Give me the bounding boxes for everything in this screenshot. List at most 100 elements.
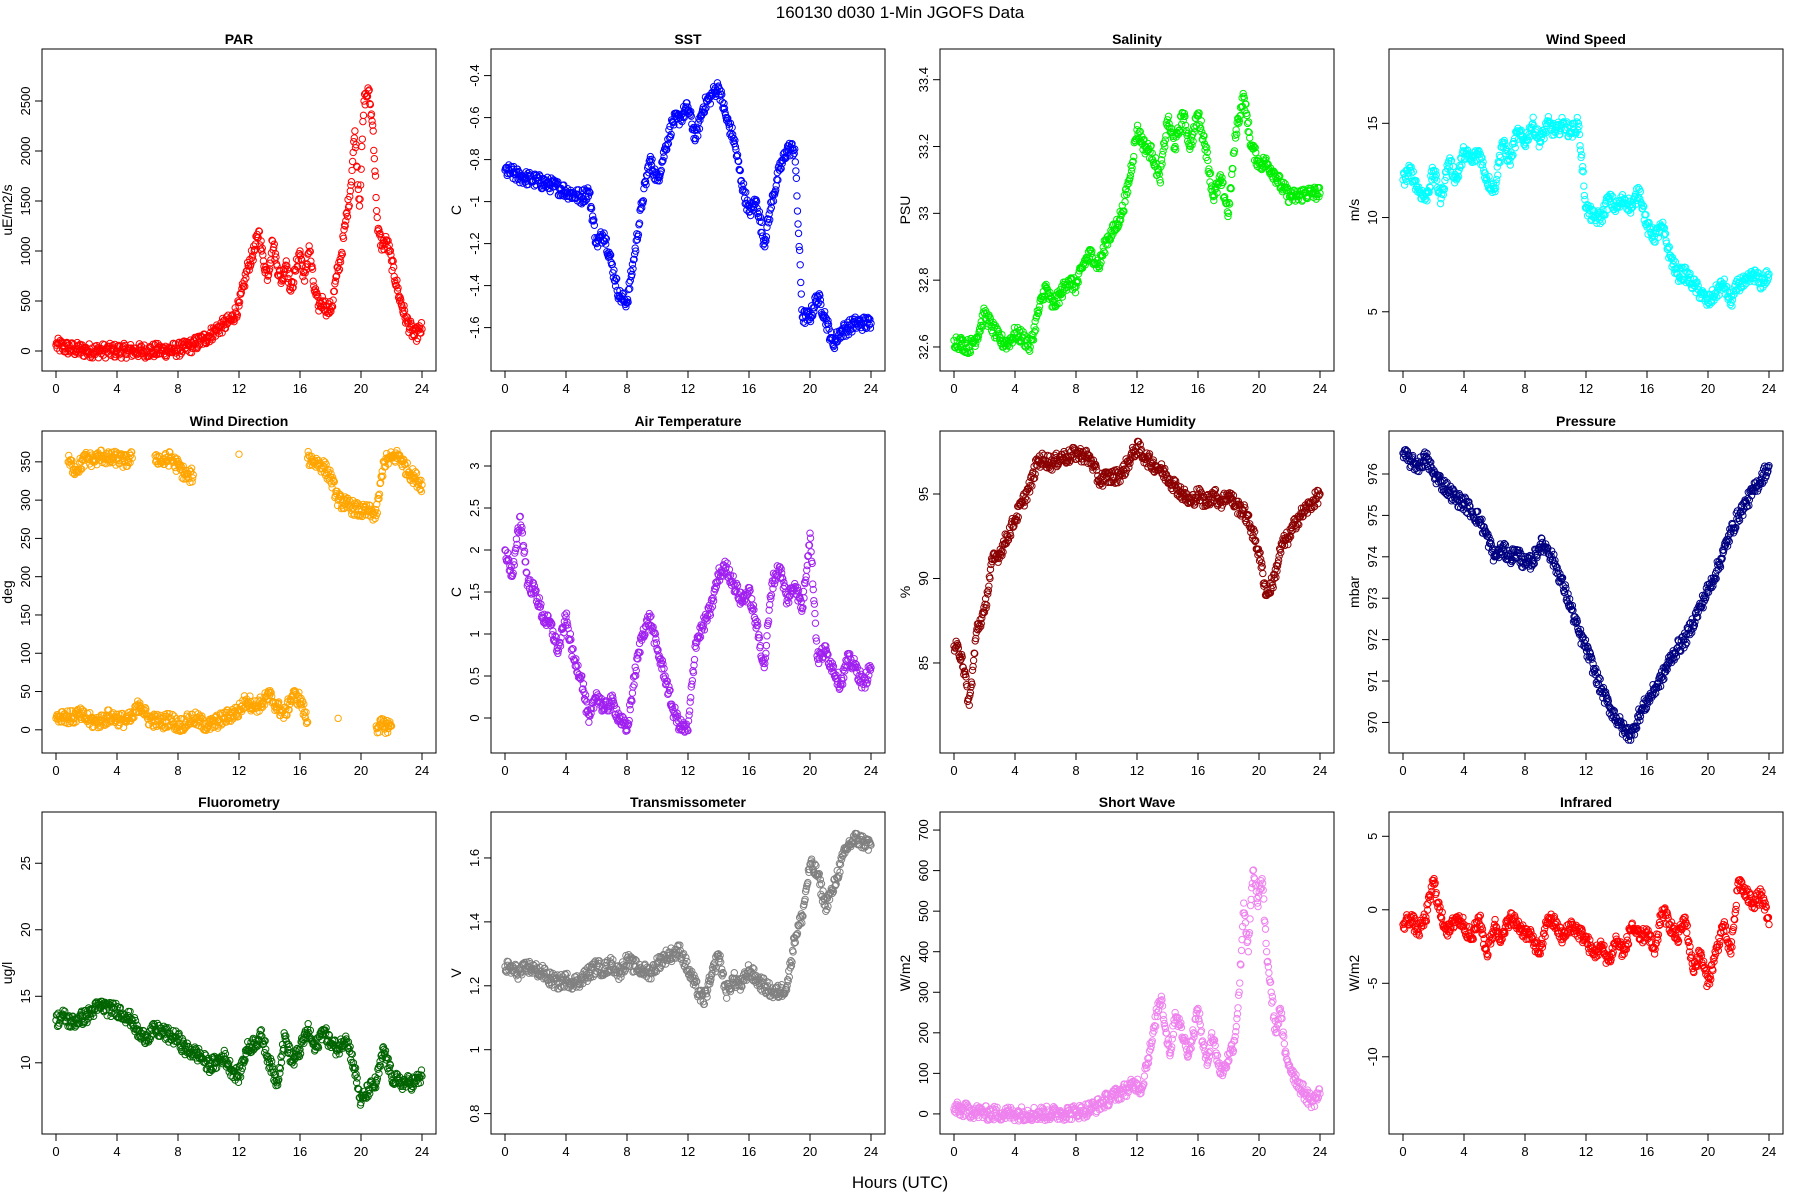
data-point (343, 208, 351, 217)
y-tick-label: -1.2 (467, 232, 482, 254)
panel-title: SST (674, 31, 702, 47)
x-tick-label: 12 (1130, 763, 1144, 778)
data-point (304, 249, 313, 257)
x-tick-label: 8 (174, 763, 181, 778)
y-tick-label: 15 (1365, 116, 1380, 130)
y-tick-label: -1.6 (467, 316, 482, 338)
x-tick-label: 4 (1011, 381, 1018, 396)
x-tick-label: 20 (1701, 381, 1715, 396)
data-point (279, 276, 287, 284)
data-point (330, 287, 339, 296)
y-tick-label: 0 (18, 726, 33, 733)
data-point (358, 135, 367, 143)
data-point (268, 236, 276, 245)
data-point (295, 249, 304, 258)
y-tick-label: 33.2 (916, 134, 931, 159)
data-point (796, 261, 804, 269)
data-point (985, 582, 993, 590)
data-point (1494, 171, 1502, 179)
x-tick-label: 0 (501, 381, 508, 396)
data-point (355, 202, 364, 210)
data-point (356, 195, 364, 203)
data-point (292, 266, 300, 275)
y-tick-label: 95 (916, 487, 931, 501)
x-tick-label: 4 (1011, 763, 1018, 778)
x-tick-label: 4 (562, 763, 569, 778)
x-tick-label: 20 (354, 763, 368, 778)
data-point (368, 117, 376, 125)
x-tick-label: 16 (742, 763, 756, 778)
data-point (357, 165, 365, 173)
data-point (792, 174, 801, 183)
data-point (319, 301, 328, 310)
data-point (626, 705, 634, 714)
data-point (300, 277, 309, 285)
y-tick-label: 10 (1365, 210, 1380, 224)
data-point (265, 265, 274, 273)
series-main (501, 79, 875, 353)
x-tick-label: 16 (742, 381, 756, 396)
x-tick-label: 8 (1072, 381, 1079, 396)
y-tick-label: 300 (18, 489, 33, 511)
x-tick-label: 12 (1579, 381, 1593, 396)
data-point (247, 246, 256, 255)
data-point (372, 193, 380, 202)
panel-title: Salinity (1112, 31, 1162, 47)
y-tick-label: -0.6 (467, 106, 482, 128)
data-point (372, 206, 381, 215)
data-point (354, 181, 362, 189)
data-point (251, 240, 260, 248)
data-point (217, 323, 226, 332)
data-point (811, 619, 820, 627)
plot-frame (41, 48, 437, 372)
data-point (209, 332, 217, 340)
data-point (255, 227, 264, 236)
data-point (289, 283, 297, 292)
data-point (763, 632, 771, 640)
data-point (358, 142, 366, 151)
data-point (306, 247, 314, 256)
x-tick-label: 16 (1191, 381, 1205, 396)
data-point (369, 127, 377, 135)
data-point (319, 297, 327, 305)
x-tick-label: 12 (681, 381, 695, 396)
x-tick-label: 24 (864, 381, 878, 396)
data-point (329, 296, 337, 304)
y-tick-label: 150 (18, 604, 33, 626)
data-point (298, 256, 306, 264)
y-tick-label: -1 (467, 196, 482, 208)
data-point (370, 146, 378, 155)
y-axis-label: deg (0, 580, 15, 603)
data-point (562, 609, 571, 617)
x-tick-label: 20 (803, 381, 817, 396)
data-point (359, 117, 367, 126)
data-point (794, 229, 803, 238)
data-point (308, 262, 316, 270)
data-point (187, 348, 196, 357)
x-tick-label: 24 (415, 763, 429, 778)
x-tick-label: 8 (1521, 381, 1528, 396)
data-point (290, 278, 298, 287)
data-point (748, 595, 756, 603)
series-high (64, 446, 426, 524)
plot-frame (939, 430, 1335, 754)
panel-title: PAR (225, 31, 254, 47)
data-point (259, 257, 268, 265)
data-point (346, 187, 355, 195)
data-point (337, 252, 345, 260)
data-point (300, 267, 308, 276)
data-point (762, 641, 771, 650)
series-main (950, 89, 1324, 358)
x-tick-label: 12 (232, 381, 246, 396)
data-point (1580, 182, 1588, 190)
data-point (1728, 302, 1736, 310)
x-tick-label: 24 (1313, 381, 1327, 396)
x-tick-label: 24 (415, 381, 429, 396)
y-tick-label: 90 (916, 571, 931, 585)
data-point (349, 148, 357, 157)
series-main (1399, 113, 1773, 310)
